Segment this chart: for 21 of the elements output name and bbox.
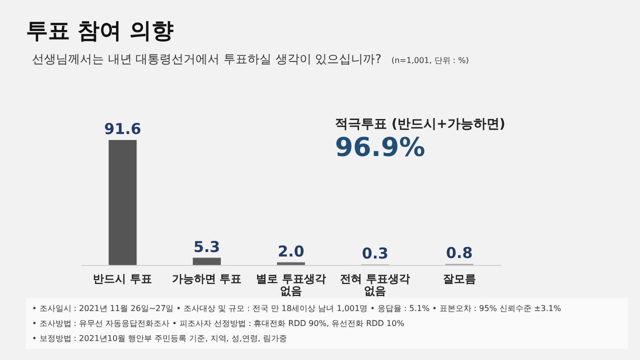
text: • 조사일시 : 2021년 11월 26일~27일 • 조사대상 및 규모 : 전국 만 18세이상 남녀 1,001명 • 응답율 : 5.1% • 표본오차 : 95% 신뢰수준 ±3.1% (32, 303, 562, 315)
x-tick-label: 전혀 투표생각 없음 (340, 272, 410, 298)
data-label: 91.6 (104, 120, 142, 138)
x-tick-label: 반드시 투표 (93, 272, 152, 286)
x-tick-label: 별로 투표생각 없음 (256, 272, 326, 298)
text: 적극투표 (반드시+가능하면) (335, 116, 506, 133)
x-tick-label: 잘모름 (442, 272, 476, 286)
data-label: 5.3 (194, 238, 220, 256)
data-label: 0.8 (446, 244, 473, 262)
data-label: 2.0 (278, 242, 304, 260)
bar (277, 262, 305, 265)
bar (108, 140, 137, 265)
data-label: 0.3 (362, 244, 388, 263)
chart-title: 투표 참여 의향 (26, 18, 174, 46)
bar (192, 258, 221, 265)
text: • 조사방법 : 유무선 자동응답전화조사 • 피조사자 선정방법 : 휴대전화 RDD 90%, 유선전화 RDD 10% (32, 318, 406, 330)
chart-subtitle: 선생님께서는 내년 대통령선거에서 투표하실 생각이 있으십니까? (32, 52, 382, 66)
annotation: 96.9% (335, 133, 426, 163)
x-tick-label: 가능하면 투표 (172, 272, 242, 286)
text: (n=1,001, 단위 : %) (391, 56, 469, 65)
text: • 보정방법 : 2021년10월 행안부 주민등록 기준, 지역, 성,연령, 림가중 (32, 333, 288, 345)
